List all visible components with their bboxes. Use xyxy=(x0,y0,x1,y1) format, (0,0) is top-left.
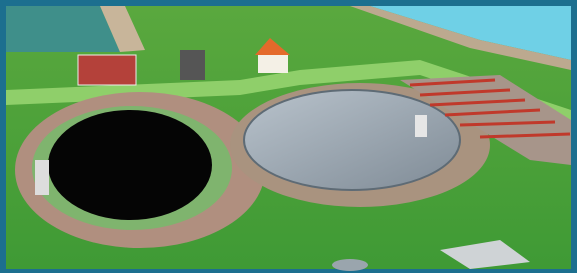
scene xyxy=(0,0,577,273)
small-tank xyxy=(332,259,368,271)
page: {} (() => { const data = JSON.parse(docu… xyxy=(0,0,577,273)
tank-small xyxy=(415,115,427,137)
black-tank xyxy=(48,110,212,220)
water-basin xyxy=(6,6,120,52)
silos xyxy=(180,50,205,80)
dome-tank xyxy=(244,90,460,190)
house xyxy=(258,55,288,73)
building xyxy=(78,55,136,85)
tank-small xyxy=(35,160,49,195)
